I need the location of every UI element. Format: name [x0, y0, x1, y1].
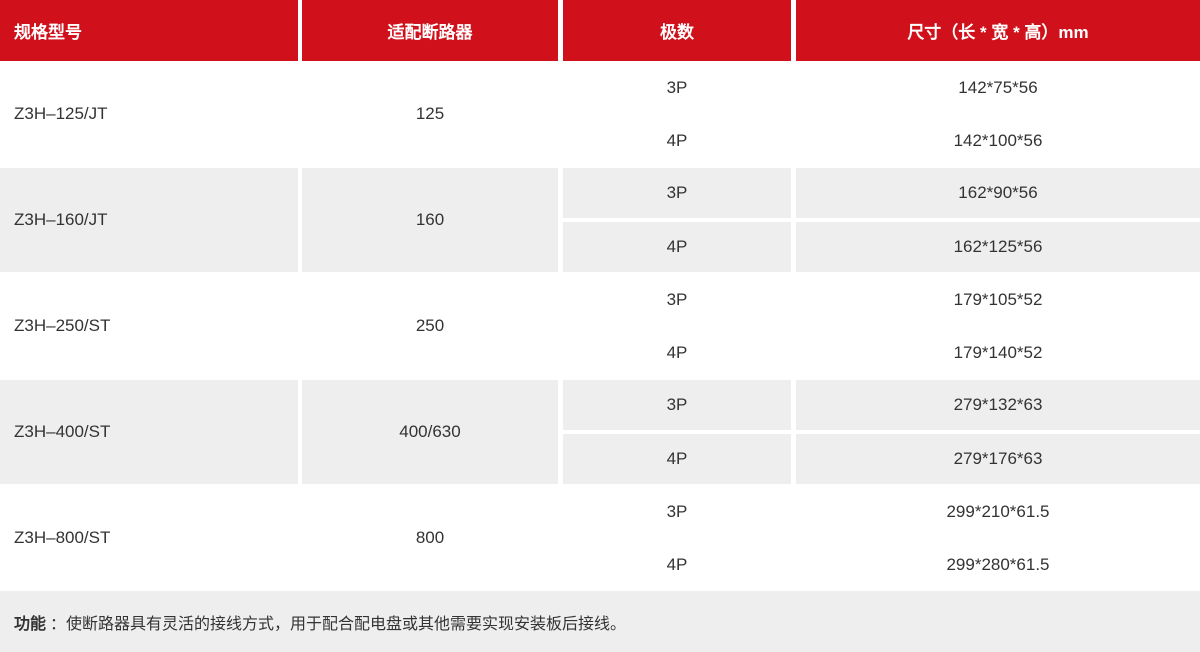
- poles-cell: 3P: [563, 168, 791, 218]
- breaker-cell: 400/630: [302, 380, 558, 484]
- poles-cell: 4P: [666, 554, 688, 574]
- poles-cell: 3P: [666, 77, 688, 97]
- header-model: 规格型号: [0, 0, 298, 61]
- size-cell: 279*132*63: [796, 380, 1200, 430]
- size-cell: 279*176*63: [796, 434, 1200, 484]
- poles-cell: 4P: [563, 222, 791, 272]
- size-cell: 299*210*61.5: [946, 501, 1050, 521]
- model-cell: Z3H–800/ST: [14, 528, 111, 547]
- model-cell: Z3H–125/JT: [14, 104, 108, 123]
- breaker-cell: 800: [415, 528, 445, 547]
- model-cell: Z3H–400/ST: [0, 380, 298, 484]
- size-cell: 142*75*56: [958, 77, 1038, 97]
- poles-cell: 3P: [563, 380, 791, 430]
- size-cell: 162*90*56: [796, 168, 1200, 218]
- breaker-cell: 160: [302, 168, 558, 272]
- header-size: 尺寸（长 * 宽 * 高）mm: [796, 0, 1200, 61]
- footer-note: 功能 ：使断路器具有灵活的接线方式，用于配合配电盘或其他需要实现安装板后接线。: [0, 591, 1200, 652]
- breaker-cell: 125: [415, 104, 445, 123]
- size-cell: 142*100*56: [953, 130, 1043, 150]
- breaker-cell: 250: [415, 316, 445, 335]
- footer-text: ：使断路器具有灵活的接线方式，用于配合配电盘或其他需要实现安装板后接线。: [50, 615, 627, 633]
- size-cell: 179*105*52: [953, 289, 1043, 309]
- size-cell: 299*280*61.5: [946, 554, 1050, 574]
- poles-cell: 3P: [666, 289, 688, 309]
- size-cell: 179*140*52: [953, 342, 1043, 362]
- header-breaker: 适配断路器: [302, 0, 558, 61]
- model-cell: Z3H–250/ST: [14, 316, 111, 335]
- poles-cell: 4P: [666, 130, 688, 150]
- poles-cell: 3P: [666, 501, 688, 521]
- header-poles: 极数: [563, 0, 791, 61]
- size-cell: 162*125*56: [796, 222, 1200, 272]
- poles-cell: 4P: [563, 434, 791, 484]
- model-cell: Z3H–160/JT: [0, 168, 298, 272]
- footer-label: 功能: [14, 615, 47, 633]
- poles-cell: 4P: [666, 342, 688, 362]
